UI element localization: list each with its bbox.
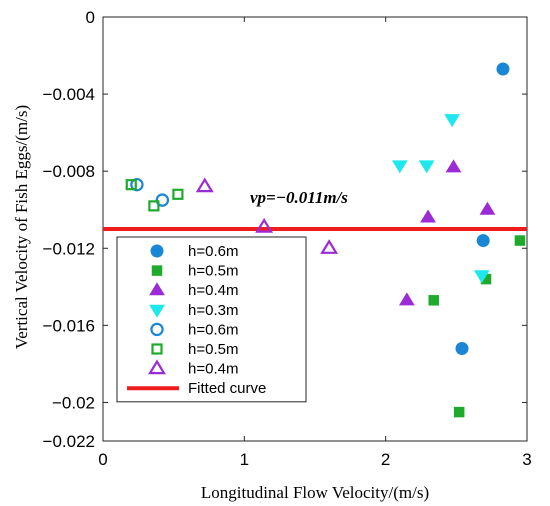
legend-marker-7 (148, 359, 166, 375)
legend-marker-3 (149, 282, 165, 296)
data-point-series-5 (130, 177, 144, 192)
data-point-series-7 (195, 177, 214, 193)
data-point-series-4 (473, 270, 490, 284)
x-tick-label: 2 (381, 450, 390, 469)
legend-marker-1 (150, 244, 164, 258)
legend-box (116, 236, 307, 403)
data-point-series-6 (125, 179, 137, 191)
y-tick-label: −0.004 (43, 85, 95, 104)
data-point-series-2 (514, 235, 526, 246)
data-point-series-3 (479, 201, 496, 215)
data-point-series-6 (148, 200, 160, 212)
y-tick-label: −0.012 (43, 239, 95, 258)
data-point-series-3 (398, 292, 415, 306)
data-point-series-7 (320, 239, 339, 254)
legend-marker-4 (149, 304, 165, 318)
data-point-series-1 (496, 62, 510, 76)
x-tick-label: 0 (98, 450, 107, 469)
x-tick-label: 1 (240, 450, 249, 469)
y-tick-label: −0.02 (52, 393, 95, 412)
legend-label-fitted-curve: Fitted curve (188, 380, 266, 397)
legend-label-5: h=0.6m (188, 321, 238, 338)
legend-marker-6 (151, 343, 163, 355)
data-point-series-2 (453, 406, 465, 418)
legend-marker-5 (150, 322, 164, 337)
data-point-series-7 (255, 217, 274, 233)
legend-label-1: h=0.6m (188, 243, 238, 260)
x-axis-label: Longitudinal Flow Velocity/(m/s) (201, 483, 429, 502)
data-point-series-5 (155, 193, 170, 207)
y-tick-label: −0.022 (43, 432, 95, 451)
data-point-series-3 (445, 159, 462, 173)
legend-label-4: h=0.3m (188, 302, 238, 319)
data-point-series-3 (420, 209, 436, 223)
legend-marker-2 (151, 265, 163, 276)
data-point-series-6 (172, 188, 184, 200)
legend-label-2: h=0.5m (188, 263, 238, 280)
fit-annotation: vp=−0.011m/s (250, 188, 348, 207)
data-point-series-1 (455, 341, 469, 355)
plot-layer: 0 1 2 3 0 −0.004 −0.008 −0.012 −0.016 −0.02 −0.022 (43, 8, 532, 469)
legend-label-6: h=0.5m (188, 341, 238, 358)
y-tick-label: −0.016 (43, 316, 95, 335)
y-tick-label: 0 (86, 8, 95, 27)
data-point-series-4 (444, 114, 460, 128)
legend: h=0.6m h=0.5m h=0.4m h=0.3m h=0.6m h=0.5m h=0.… (116, 236, 307, 403)
data-point-series-4 (418, 160, 435, 174)
data-point-series-1 (476, 234, 490, 248)
legend-label-3: h=0.4m (188, 282, 238, 299)
y-tick-label: −0.008 (43, 162, 95, 181)
legend-label-7: h=0.4m (188, 361, 238, 378)
y-axis-label: Vertical Velocity of Fish Eggs/(m/s) (12, 105, 31, 349)
x-tick-label: 3 (522, 450, 531, 469)
data-point-series-4 (391, 160, 408, 174)
data-point-series-2 (428, 295, 439, 306)
